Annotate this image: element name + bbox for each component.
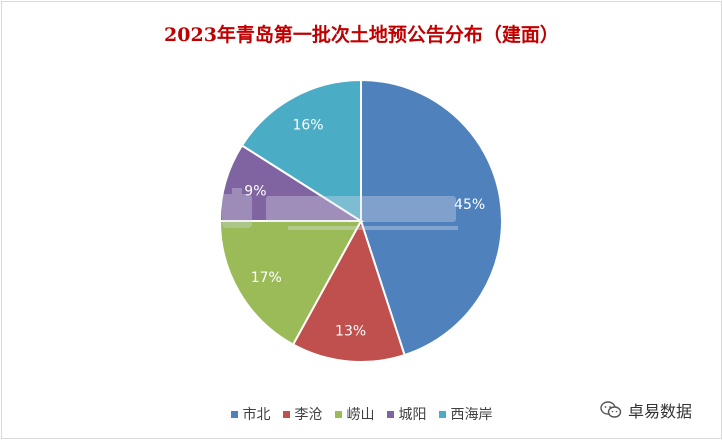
legend-item: 城阳 bbox=[386, 404, 427, 424]
pie-data-label: 16% bbox=[292, 118, 323, 134]
legend-item: 市北 bbox=[230, 404, 271, 424]
pie-data-label: 13% bbox=[335, 324, 366, 340]
pie-slices bbox=[218, 78, 503, 363]
legend-label: 城阳 bbox=[398, 407, 427, 423]
chart-title: 2023年青岛第一批次土地预公告分布（建面） bbox=[164, 24, 559, 46]
chart-legend: 市北 李沧 崂山 城阳 西海岸 bbox=[0, 404, 723, 424]
legend-label: 崂山 bbox=[346, 407, 375, 423]
pie-slice-5 bbox=[240, 78, 362, 223]
legend-item: 崂山 bbox=[334, 404, 375, 424]
pie-slice-3 bbox=[218, 220, 363, 346]
pie-data-label: 9% bbox=[244, 183, 266, 199]
legend-label: 西海岸 bbox=[450, 407, 493, 423]
legend-label: 李沧 bbox=[294, 407, 323, 423]
legend-swatch bbox=[438, 410, 446, 418]
legend-label: 市北 bbox=[242, 407, 271, 423]
pie-slice-2 bbox=[291, 218, 406, 363]
watermark-logo-icon bbox=[222, 188, 458, 230]
legend-swatch bbox=[230, 410, 238, 418]
legend-item: 李沧 bbox=[282, 404, 323, 424]
legend-swatch bbox=[334, 410, 342, 418]
brand-watermark: 卓易数据 bbox=[600, 398, 692, 422]
legend-swatch bbox=[386, 410, 394, 418]
pie-slice-1 bbox=[360, 78, 503, 357]
pie-data-labels: 45% 13% 17% 9% 16% bbox=[244, 118, 485, 340]
pie-slice-4 bbox=[218, 144, 365, 222]
pie-data-label: 45% bbox=[454, 197, 485, 213]
pie-data-label: 17% bbox=[251, 270, 282, 286]
legend-swatch bbox=[282, 410, 290, 418]
watermark-text: 卓易数据 bbox=[628, 402, 693, 421]
wechat-icon bbox=[600, 401, 622, 418]
legend-item: 西海岸 bbox=[438, 404, 493, 424]
